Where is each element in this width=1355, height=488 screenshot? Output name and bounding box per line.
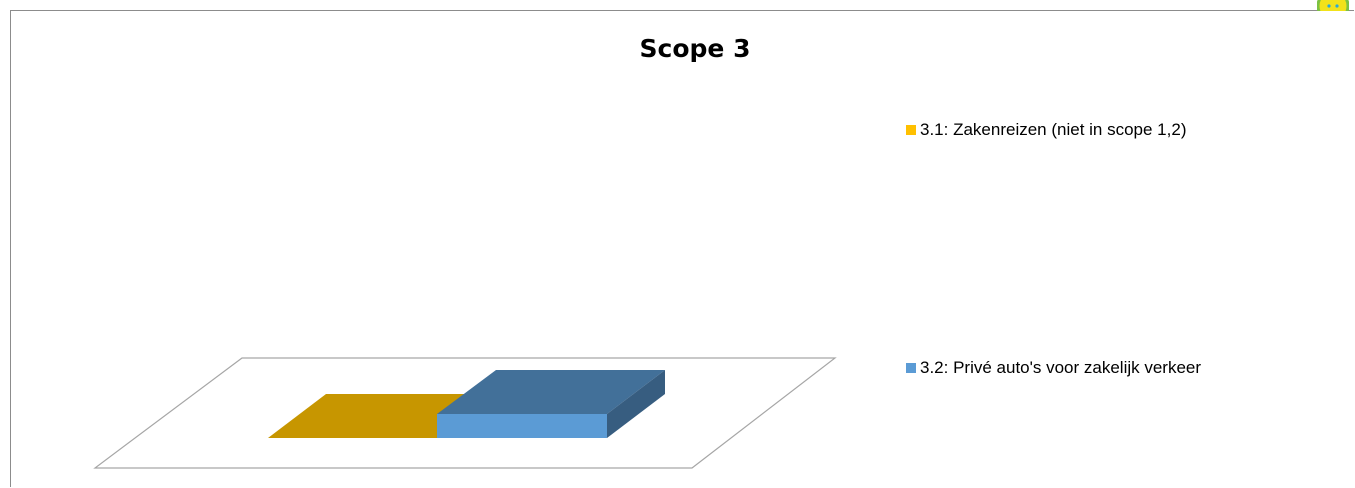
corner-logo-icon	[1317, 0, 1349, 11]
bar-zakenreizen-top	[268, 394, 466, 438]
bar-prive-autos-top	[437, 370, 665, 414]
bar-prive-autos-front	[437, 414, 607, 438]
legend-item-zakenreizen: 3.1: Zakenreizen (niet in scope 1,2)	[906, 120, 1186, 140]
legend-swatch-zakenreizen	[906, 125, 916, 135]
chart-title: Scope 3	[639, 34, 751, 63]
bar-group	[268, 370, 665, 438]
bar-prive-autos-side	[607, 370, 665, 438]
legend-label-zakenreizen: 3.1: Zakenreizen (niet in scope 1,2)	[920, 120, 1187, 139]
legend-item-prive-autos: 3.2: Privé auto's voor zakelijk verkeer	[906, 358, 1201, 378]
legend-swatch-prive-autos	[906, 363, 916, 373]
legend-label-prive-autos: 3.2: Privé auto's voor zakelijk verkeer	[920, 358, 1202, 377]
